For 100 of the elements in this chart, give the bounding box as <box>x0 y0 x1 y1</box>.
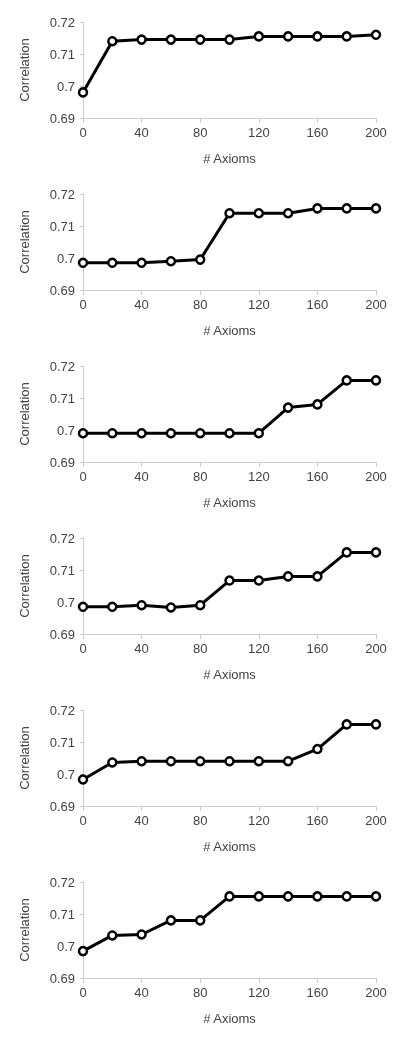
point <box>107 35 118 47</box>
x-tick-label: 0 <box>79 125 87 140</box>
point <box>77 601 89 613</box>
point <box>194 755 206 767</box>
x-tick-label: 80 <box>192 641 208 656</box>
point <box>77 774 89 785</box>
y-tick-label: 0.72 <box>49 874 75 890</box>
x-tick-label: 200 <box>365 469 387 484</box>
point <box>370 375 382 386</box>
point <box>136 755 147 767</box>
point <box>282 755 294 767</box>
x-tick-label: 40 <box>134 297 149 312</box>
point <box>136 929 147 940</box>
x-tick-label: 40 <box>134 813 149 828</box>
point <box>107 930 118 941</box>
point <box>312 203 323 214</box>
x-tick-label: 0 <box>79 813 87 828</box>
y-tick-label: 0.7 <box>56 594 75 610</box>
point <box>194 599 206 611</box>
point <box>253 575 265 586</box>
y-tick-label: 0.7 <box>56 422 75 438</box>
x-tick-label: 0 <box>79 469 87 484</box>
x-tick-label: 160 <box>306 813 329 828</box>
point <box>282 402 294 413</box>
point <box>253 891 265 902</box>
point <box>224 207 235 219</box>
y-tick-label: 0.72 <box>49 702 75 718</box>
point <box>194 427 206 439</box>
y-axis-title: Correlation <box>17 210 32 274</box>
point <box>282 207 294 219</box>
point <box>224 427 235 439</box>
point <box>341 31 352 42</box>
point <box>107 601 118 613</box>
point <box>312 743 323 755</box>
x-tick-label: 120 <box>247 641 270 656</box>
point <box>341 719 352 730</box>
x-axis-title: # Axioms <box>203 667 257 682</box>
x-tick-label: 160 <box>306 469 329 484</box>
x-tick-label: 120 <box>247 985 270 1000</box>
point <box>136 427 147 439</box>
point <box>136 34 147 45</box>
point <box>136 257 147 269</box>
x-tick-label: 120 <box>247 297 270 312</box>
y-tick-label: 0.7 <box>56 78 75 94</box>
x-tick-label: 40 <box>134 985 149 1000</box>
point <box>194 254 206 265</box>
point <box>253 207 265 219</box>
x-tick-label: 80 <box>192 125 208 140</box>
x-tick-label: 80 <box>192 813 208 828</box>
y-tick-label: 0.71 <box>49 562 75 578</box>
point <box>312 399 323 410</box>
point <box>282 31 294 42</box>
y-tick-label: 0.7 <box>56 250 75 266</box>
point <box>77 427 89 439</box>
y-tick-label: 0.71 <box>49 906 75 922</box>
y-tick-label: 0.72 <box>49 186 75 202</box>
point <box>77 257 89 269</box>
x-tick-label: 40 <box>134 469 149 484</box>
point <box>107 427 118 439</box>
point <box>165 915 177 926</box>
x-axis-title: # Axioms <box>203 1011 257 1026</box>
point <box>107 257 118 269</box>
point <box>165 602 177 613</box>
x-tick-label: 160 <box>306 297 329 312</box>
y-tick-label: 0.72 <box>49 530 75 546</box>
x-axis-title: # Axioms <box>203 323 257 338</box>
x-tick-label: 120 <box>247 125 270 140</box>
y-tick-label: 0.69 <box>49 110 75 126</box>
x-tick-label: 200 <box>365 297 387 312</box>
y-tick-label: 0.71 <box>49 734 75 750</box>
x-tick-label: 0 <box>79 641 87 656</box>
point <box>282 891 294 902</box>
point <box>165 255 177 267</box>
x-tick-label: 0 <box>79 985 87 1000</box>
x-tick-label: 200 <box>365 125 387 140</box>
y-axis-title: Correlation <box>17 898 32 962</box>
y-tick-label: 0.72 <box>49 14 75 30</box>
y-tick-label: 0.71 <box>49 46 75 62</box>
y-tick-label: 0.7 <box>56 938 75 954</box>
x-tick-label: 160 <box>306 125 329 140</box>
y-tick-label: 0.69 <box>49 970 75 986</box>
point <box>312 571 323 582</box>
x-tick-label: 200 <box>365 813 387 828</box>
x-tick-label: 40 <box>134 641 149 656</box>
x-tick-label: 160 <box>306 985 329 1000</box>
point <box>370 203 382 214</box>
point <box>77 945 89 957</box>
x-tick-label: 200 <box>365 985 387 1000</box>
point <box>224 34 235 45</box>
x-axis-title: # Axioms <box>203 839 257 854</box>
point <box>370 547 382 558</box>
point <box>312 31 323 42</box>
point <box>253 427 265 439</box>
y-axis-title: Correlation <box>17 382 32 446</box>
y-tick-label: 0.72 <box>49 358 75 374</box>
point <box>341 203 352 214</box>
x-tick-label: 0 <box>79 297 87 312</box>
x-tick-label: 160 <box>306 641 329 656</box>
x-axis-title: # Axioms <box>203 495 257 510</box>
x-axis-title: # Axioms <box>203 151 257 166</box>
